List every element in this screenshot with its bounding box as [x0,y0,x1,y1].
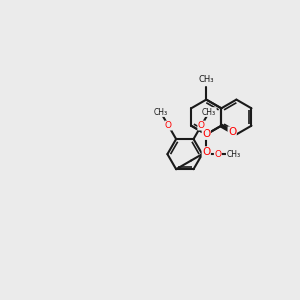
Text: O: O [202,129,210,140]
Text: O: O [198,121,205,130]
Text: CH₃: CH₃ [199,76,214,85]
Text: CH₃: CH₃ [202,107,216,116]
Text: O: O [165,121,172,130]
Text: O: O [202,147,210,157]
Text: O: O [228,127,236,137]
Text: CH₃: CH₃ [154,107,168,116]
Text: O: O [214,150,221,159]
Text: CH₃: CH₃ [226,150,241,159]
